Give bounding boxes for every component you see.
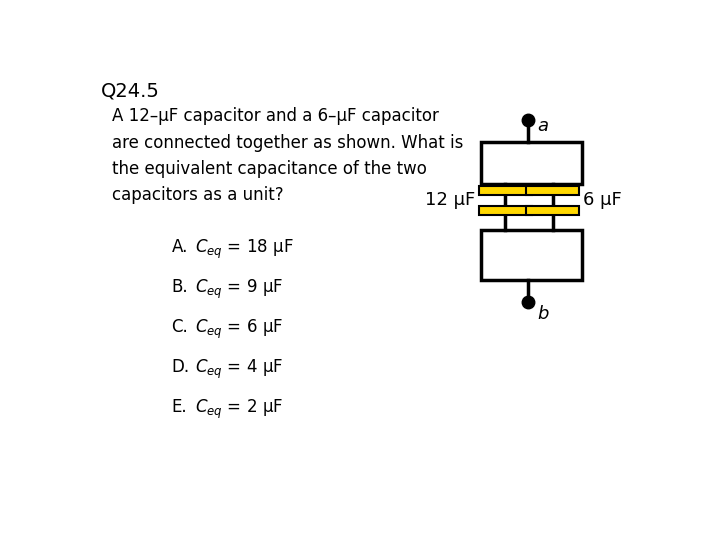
Text: Q24.5: Q24.5: [101, 82, 160, 101]
Text: $C_{eq}$ = 18 μF: $C_{eq}$ = 18 μF: [194, 238, 293, 261]
Text: A.: A.: [171, 238, 188, 256]
Bar: [479, 206, 532, 215]
Bar: [479, 186, 532, 195]
Text: $C_{eq}$ = 9 μF: $C_{eq}$ = 9 μF: [194, 278, 283, 301]
Text: 12 μF: 12 μF: [425, 191, 475, 210]
Bar: [526, 206, 579, 215]
Text: A 12–μF capacitor and a 6–μF capacitor
are connected together as shown. What is
: A 12–μF capacitor and a 6–μF capacitor a…: [112, 107, 463, 204]
Text: a: a: [537, 117, 548, 135]
Text: B.: B.: [171, 278, 188, 296]
Text: $C_{eq}$ = 4 μF: $C_{eq}$ = 4 μF: [194, 358, 283, 381]
Bar: [482, 231, 582, 280]
Text: D.: D.: [171, 358, 189, 376]
Text: C.: C.: [171, 318, 188, 336]
Bar: [526, 186, 579, 195]
Bar: [482, 142, 582, 184]
Text: b: b: [537, 305, 549, 323]
Text: E.: E.: [171, 398, 187, 416]
Text: $C_{eq}$ = 2 μF: $C_{eq}$ = 2 μF: [194, 398, 283, 421]
Text: $C_{eq}$ = 6 μF: $C_{eq}$ = 6 μF: [194, 318, 283, 341]
Text: 6 μF: 6 μF: [583, 191, 621, 210]
